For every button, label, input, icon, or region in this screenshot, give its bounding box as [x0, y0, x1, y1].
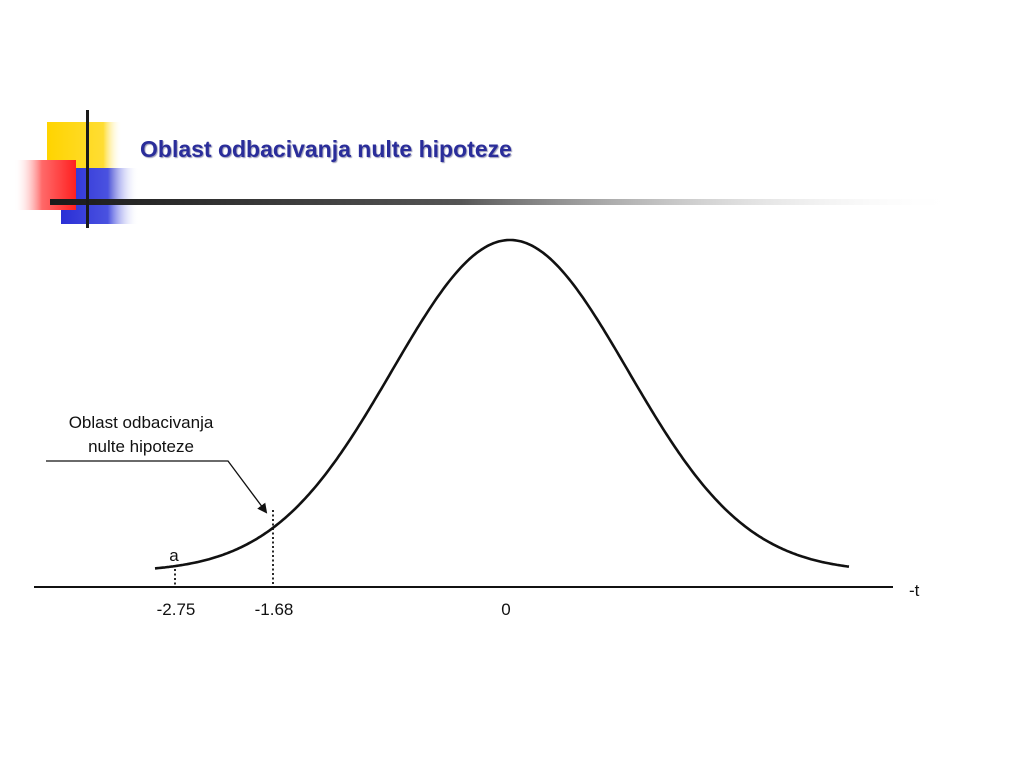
title-decoration: [14, 110, 960, 228]
distribution-curve: [154, 238, 850, 570]
header-rule: [50, 199, 960, 205]
callout-label-line2: nulte hipoteze: [88, 437, 194, 456]
tick-label-minus-1-68: -1.68: [255, 600, 294, 619]
slide-title: Oblast odbacivanja nulte hipoteze: [140, 136, 512, 162]
alpha-label: a: [169, 546, 179, 565]
callout-leader: [46, 460, 268, 514]
tick-label-minus-2-75: -2.75: [157, 600, 196, 619]
vertical-rule: [86, 110, 89, 228]
callout-label-line1: Oblast odbacivanja: [69, 413, 214, 432]
axis-label: -t: [909, 581, 920, 600]
tick-label-zero: 0: [501, 600, 510, 619]
